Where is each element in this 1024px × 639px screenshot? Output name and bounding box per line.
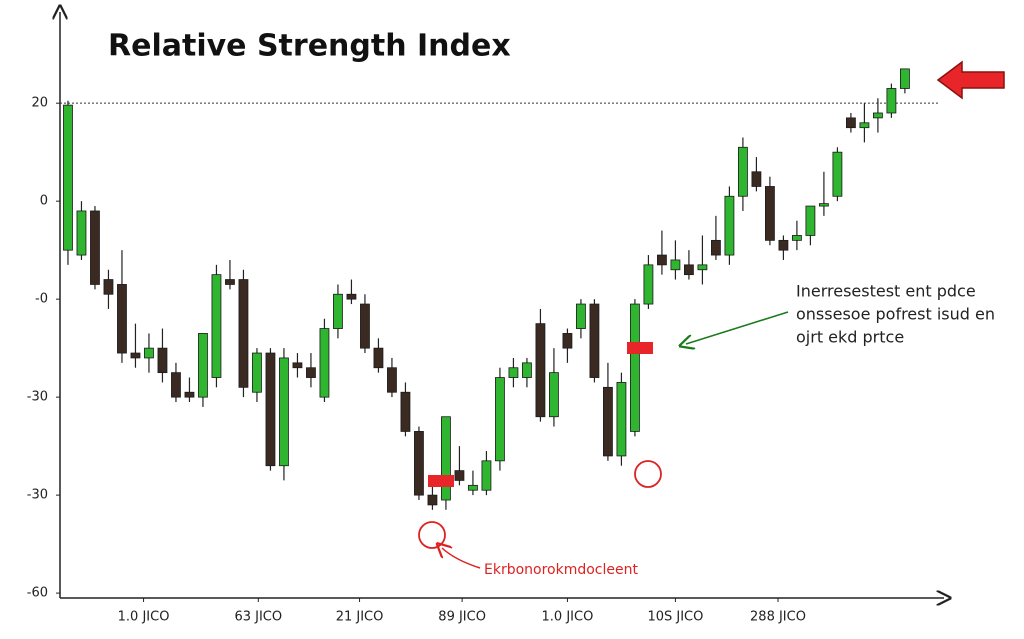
candle-body (400, 391, 411, 432)
pointer-arrow (936, 60, 1005, 100)
y-tick-label: -60 (27, 586, 48, 601)
candle-body (292, 362, 303, 369)
x-tick-label: 10S JICO (647, 610, 703, 625)
candle-body (346, 293, 357, 300)
candle-body (427, 494, 438, 506)
candle-body (778, 239, 789, 251)
annotation: onssesoe pofrest isud en (796, 305, 995, 324)
candle-body (589, 303, 600, 378)
annotation: Ekrbonorokmdocleent (484, 562, 638, 578)
candle-body (832, 151, 843, 197)
candle-body (873, 112, 883, 119)
candle-body (441, 416, 451, 501)
candle-body (103, 279, 114, 295)
candle-body (63, 104, 73, 251)
candle-body (751, 171, 762, 187)
candle-body (90, 210, 100, 285)
candle-body (549, 372, 559, 418)
candle-body (738, 146, 748, 197)
candle-body (319, 328, 330, 398)
y-tick-label: 20 (31, 96, 48, 111)
candle-body (630, 303, 640, 432)
chart-title: Relative Strength Index (108, 29, 511, 64)
candle-body (711, 239, 721, 256)
candle-body (697, 264, 708, 271)
candle-body (333, 293, 343, 329)
y-tick-label: -30 (27, 488, 48, 503)
candle-body (846, 117, 856, 129)
highlight-circle (418, 521, 446, 549)
signal-marker (428, 475, 454, 487)
candle-body (252, 352, 262, 393)
candle-body (279, 357, 289, 467)
y-tick-label: -30 (27, 390, 48, 405)
candle-body (522, 362, 532, 378)
x-tick-label: 1.0 JICO (118, 610, 170, 625)
candle-body (454, 470, 465, 481)
x-tick-label: 21 JICO (336, 610, 384, 625)
candle-body (117, 284, 127, 354)
candle-body (900, 68, 910, 89)
candle-body (157, 347, 168, 374)
x-tick-label: 288 JICO (750, 610, 806, 625)
candle-body (562, 333, 573, 349)
candle-body (184, 391, 195, 398)
y-tick-label: -0 (35, 292, 48, 307)
candle-body (130, 352, 141, 359)
candle-body (495, 377, 505, 462)
x-tick-label: 1.0 JICO (542, 610, 594, 625)
candle-body (859, 122, 870, 129)
candle-body (535, 323, 546, 418)
candle-body (805, 205, 816, 236)
x-tick-label: 89 JICO (438, 610, 486, 625)
plot: 20 0 -0 -30 -30 -60 1.0 JICO 63 JICO 21 JICO 89 J… (27, 68, 940, 625)
candle-body (468, 484, 478, 491)
candle-body (886, 88, 897, 114)
x-tick-label: 63 JICO (234, 610, 282, 625)
candle-body (238, 279, 249, 388)
annotation: Inerresestest ent pdce (796, 282, 976, 301)
candle-body (643, 264, 654, 305)
candle-body (76, 210, 87, 256)
candle-body (765, 186, 775, 241)
candle-body (360, 303, 370, 349)
highlight-circle (634, 460, 662, 488)
annotation: ojrt ekd prtce (796, 328, 904, 347)
candle-body (603, 386, 613, 457)
candle-body (211, 274, 222, 378)
candle-body (387, 367, 397, 393)
signal-marker (627, 342, 653, 354)
candle-body (225, 279, 235, 285)
annotation-arrow (442, 548, 481, 569)
candle-body (792, 235, 802, 241)
candle-body (198, 333, 208, 398)
candle-body (171, 372, 181, 398)
candle-body (414, 431, 424, 496)
candle-body (373, 347, 384, 369)
candle-body (819, 203, 829, 207)
candle-body (616, 382, 627, 457)
candle-body (684, 264, 694, 276)
candle-body (144, 347, 154, 359)
candle-body (481, 460, 492, 491)
candle-body (724, 195, 735, 256)
candle-body (265, 352, 276, 467)
candle-body (657, 254, 667, 266)
candle-body (306, 367, 316, 378)
candle-body (576, 303, 586, 329)
y-tick-label: 0 (40, 194, 48, 209)
annotation-arrow (686, 311, 789, 344)
candle-body (508, 367, 519, 378)
candle-body (670, 259, 681, 271)
